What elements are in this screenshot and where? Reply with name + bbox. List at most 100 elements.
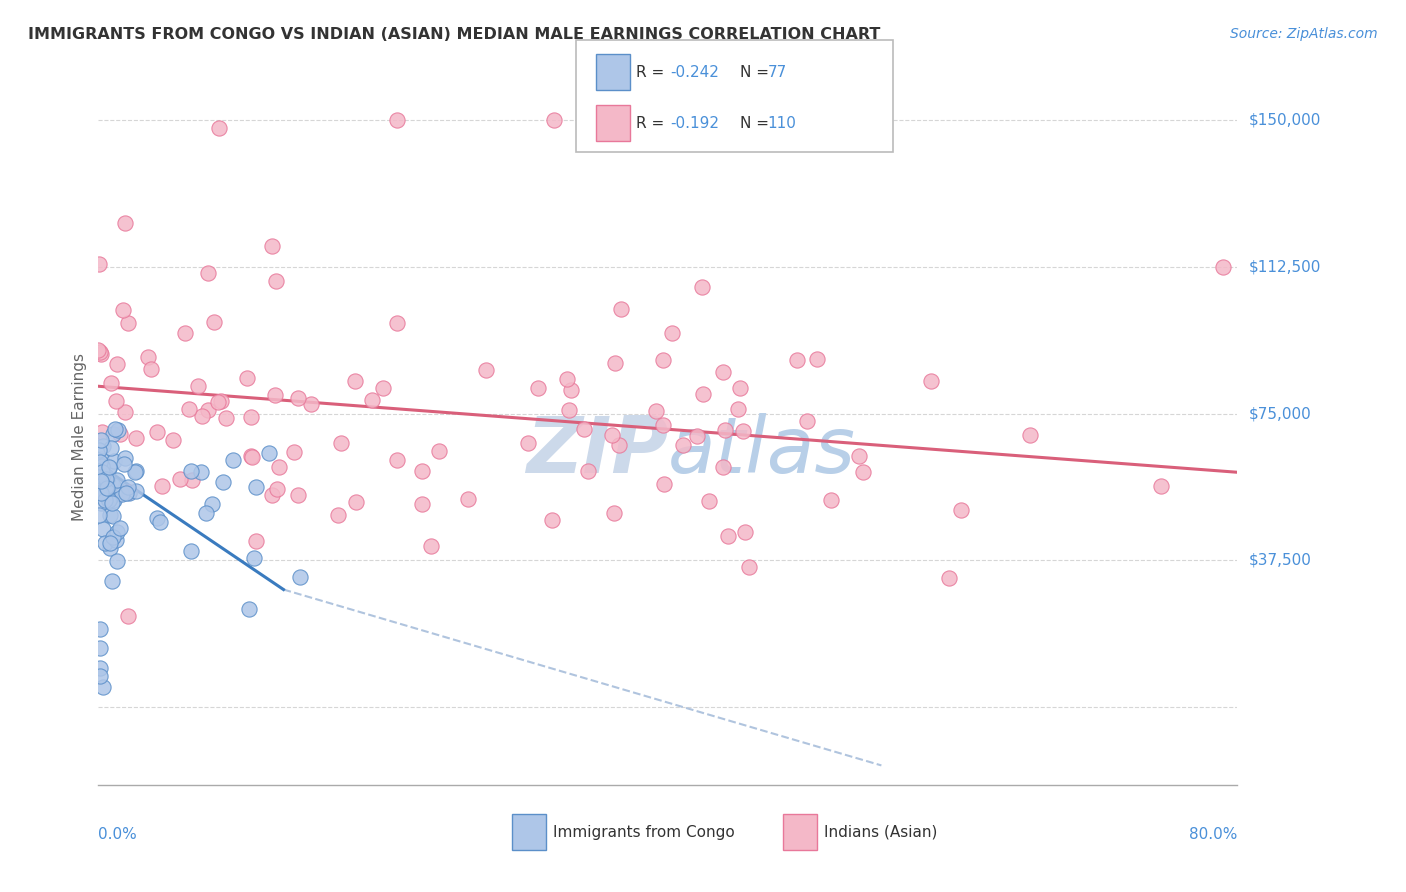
Point xyxy=(796,414,818,428)
Point xyxy=(262,488,284,502)
Point xyxy=(734,524,756,539)
Point xyxy=(125,432,148,446)
Point xyxy=(240,410,263,425)
Point xyxy=(87,508,110,522)
Point xyxy=(89,483,111,497)
Text: -0.242: -0.242 xyxy=(671,65,720,79)
Y-axis label: Median Male Earnings: Median Male Earnings xyxy=(72,353,87,521)
Point xyxy=(208,121,231,136)
Point xyxy=(240,450,263,464)
Point xyxy=(264,275,287,289)
Point xyxy=(600,428,623,442)
Point xyxy=(101,509,124,524)
Point xyxy=(457,492,479,507)
Point xyxy=(344,495,367,509)
Point xyxy=(288,570,311,584)
Point xyxy=(125,464,148,478)
Text: R =: R = xyxy=(636,65,669,79)
Point xyxy=(98,459,121,474)
Point xyxy=(136,350,159,364)
Point xyxy=(202,315,225,329)
Point xyxy=(187,379,209,393)
Point xyxy=(287,391,309,405)
Point xyxy=(197,266,219,280)
Point xyxy=(215,411,238,425)
Point xyxy=(692,386,714,401)
Point xyxy=(194,506,217,520)
Point xyxy=(117,480,139,494)
Point xyxy=(711,459,734,474)
Point xyxy=(209,393,232,408)
Point xyxy=(181,473,204,487)
Point xyxy=(117,316,139,330)
Text: ZIP: ZIP xyxy=(526,413,668,489)
Point xyxy=(711,365,734,379)
Point xyxy=(105,473,128,487)
Text: 77: 77 xyxy=(768,65,787,79)
Point xyxy=(100,441,122,455)
Point xyxy=(105,525,128,540)
Point xyxy=(103,530,125,544)
Point xyxy=(207,395,229,409)
Point xyxy=(91,439,114,453)
Point xyxy=(141,362,163,376)
Point xyxy=(162,433,184,447)
Point xyxy=(238,602,260,616)
Point xyxy=(105,554,128,568)
Point xyxy=(343,374,366,388)
Point xyxy=(201,498,224,512)
Point xyxy=(197,403,219,417)
Point xyxy=(98,535,121,549)
Point xyxy=(101,427,124,442)
Point xyxy=(105,533,128,548)
Point xyxy=(100,541,122,556)
Point xyxy=(91,522,114,536)
Point xyxy=(360,392,382,407)
Point xyxy=(221,453,243,467)
Point xyxy=(239,449,262,463)
Point xyxy=(685,429,707,443)
Point xyxy=(145,425,167,440)
Point xyxy=(117,609,139,624)
Point xyxy=(90,433,112,447)
Point xyxy=(283,445,305,459)
Point xyxy=(420,539,443,553)
Point xyxy=(90,347,112,361)
Point xyxy=(89,622,111,636)
Point xyxy=(652,352,675,367)
Point xyxy=(101,496,124,510)
Point xyxy=(427,444,450,458)
Point xyxy=(727,402,749,417)
Point xyxy=(287,487,309,501)
Point xyxy=(242,551,264,566)
Point xyxy=(105,357,128,371)
Point xyxy=(91,458,114,473)
Point xyxy=(125,483,148,498)
Point xyxy=(235,371,257,385)
Point xyxy=(475,362,498,376)
Point xyxy=(716,529,738,543)
Point xyxy=(104,393,127,408)
Point xyxy=(97,492,120,507)
Point xyxy=(91,680,114,694)
Point xyxy=(108,426,131,441)
Point xyxy=(387,316,409,330)
Point xyxy=(94,472,117,486)
Text: N =: N = xyxy=(740,65,773,79)
Point xyxy=(543,113,565,128)
Point xyxy=(672,437,695,451)
Point xyxy=(938,571,960,585)
Point xyxy=(245,480,267,494)
Point xyxy=(100,574,122,588)
Point xyxy=(652,417,675,432)
Point xyxy=(90,496,112,510)
Point xyxy=(89,641,111,656)
Point xyxy=(371,381,394,395)
Point xyxy=(266,482,288,496)
Point xyxy=(110,521,132,535)
Text: atlas: atlas xyxy=(668,413,856,489)
Point xyxy=(733,424,755,438)
Point xyxy=(527,381,550,395)
Point xyxy=(90,486,112,500)
Point xyxy=(87,443,110,458)
